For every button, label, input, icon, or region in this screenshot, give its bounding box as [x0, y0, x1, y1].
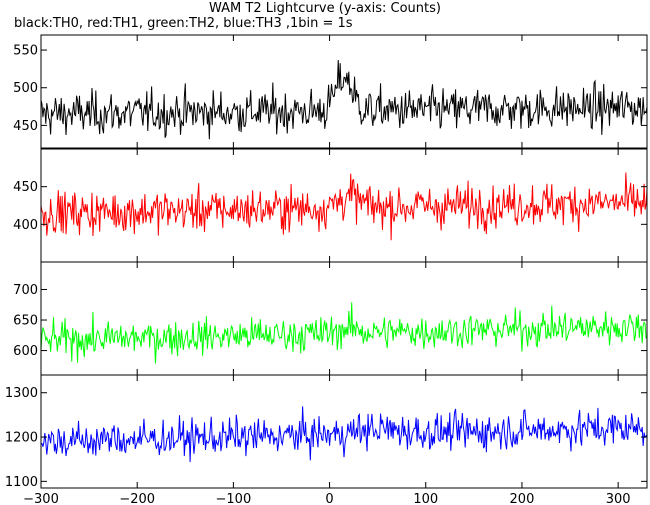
panel-frame-th3	[40, 374, 648, 489]
x-tick-label: 300	[606, 492, 631, 505]
y-tick-label: 400	[13, 218, 38, 233]
y-tick-label: 1100	[5, 475, 38, 490]
y-tick-label: 650	[13, 314, 38, 329]
panel-frame-th2	[40, 261, 648, 376]
y-tick-label: 450	[13, 180, 38, 195]
y-tick-label: 1300	[5, 386, 38, 401]
x-tick-label: −100	[216, 492, 252, 505]
x-tick-label: 0	[325, 492, 333, 505]
series-th3	[40, 406, 648, 462]
chart-title: WAM T2 Lightcurve (y-axis: Counts)	[209, 1, 441, 16]
series-th2	[40, 302, 648, 364]
y-tick-label: 450	[13, 119, 38, 134]
y-tick-label: 500	[13, 81, 38, 96]
x-tick-label: −300	[23, 492, 59, 505]
y-tick-label: 700	[13, 283, 38, 298]
y-tick-label: 1200	[5, 431, 38, 446]
x-tick-label: 200	[510, 492, 535, 505]
x-tick-label: 100	[413, 492, 438, 505]
series-th1	[40, 172, 648, 241]
panel-frame-th0	[40, 34, 648, 149]
series-th0	[40, 60, 648, 140]
y-tick-label: 550	[13, 44, 38, 59]
y-tick-label: 600	[13, 344, 38, 359]
chart-subtitle: black:TH0, red:TH1, green:TH2, blue:TH3 …	[14, 16, 353, 31]
x-tick-label: −200	[119, 492, 155, 505]
